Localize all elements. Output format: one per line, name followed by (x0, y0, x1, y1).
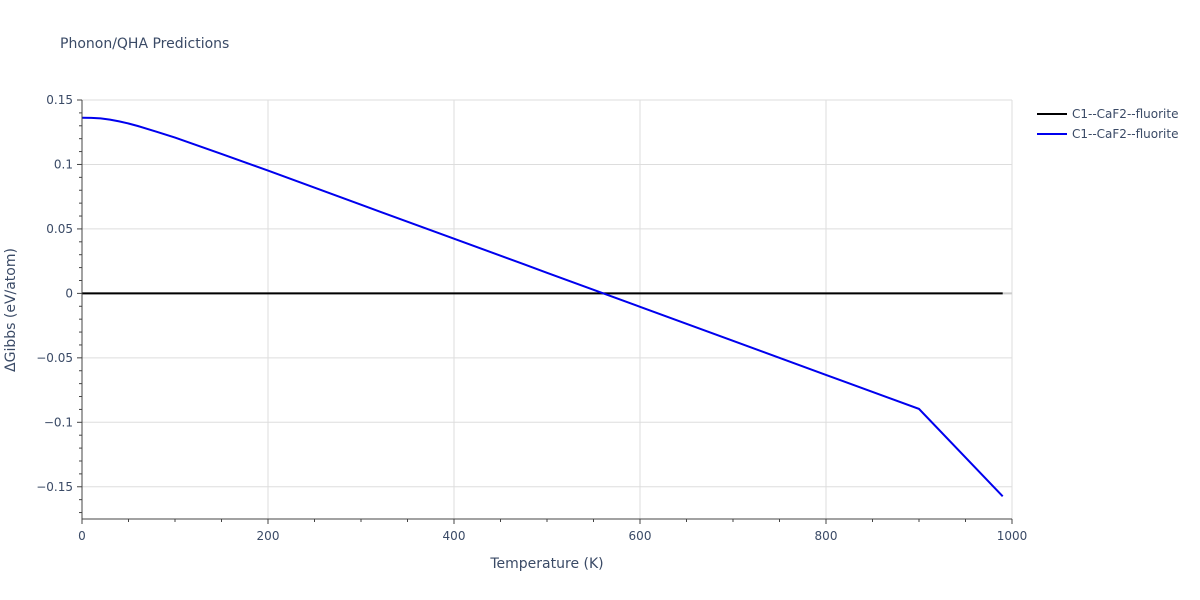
y-tick-label: −0.05 (36, 351, 73, 365)
legend-entry[interactable]: C1--CaF2--fluorite (1072, 107, 1178, 121)
axes: 0 200 400 600 800 1000 0.15 0.1 0.05 0 −0.05 −0.1 −0… (36, 93, 1027, 543)
y-tick-label: 0.05 (46, 222, 73, 236)
y-axis-title: ΔGibbs (eV/atom) (3, 248, 19, 372)
chart-title: Phonon/QHA Predictions (60, 36, 230, 52)
y-tick-label: −0.1 (44, 415, 73, 429)
grid (81, 99, 1013, 519)
series-line-2[interactable] (81, 116, 1004, 497)
y-tick-label: 0 (65, 286, 73, 300)
x-tick-label: 400 (443, 529, 466, 543)
y-tick-label: 0.15 (46, 93, 73, 107)
y-tick-label: −0.15 (36, 480, 73, 494)
y-tick-label: 0.1 (54, 157, 73, 171)
legend[interactable]: C1--CaF2--fluorite C1--CaF2--fluorite (1037, 107, 1178, 141)
x-tick-label: 600 (629, 529, 652, 543)
x-axis-title: Temperature (K) (489, 556, 603, 572)
legend-entry[interactable]: C1--CaF2--fluorite (1072, 127, 1178, 141)
x-tick-label: 200 (257, 529, 280, 543)
plot-area[interactable] (81, 116, 1004, 497)
x-tick-label: 0 (78, 529, 86, 543)
x-tick-label: 1000 (997, 529, 1028, 543)
x-tick-label: 800 (815, 529, 838, 543)
